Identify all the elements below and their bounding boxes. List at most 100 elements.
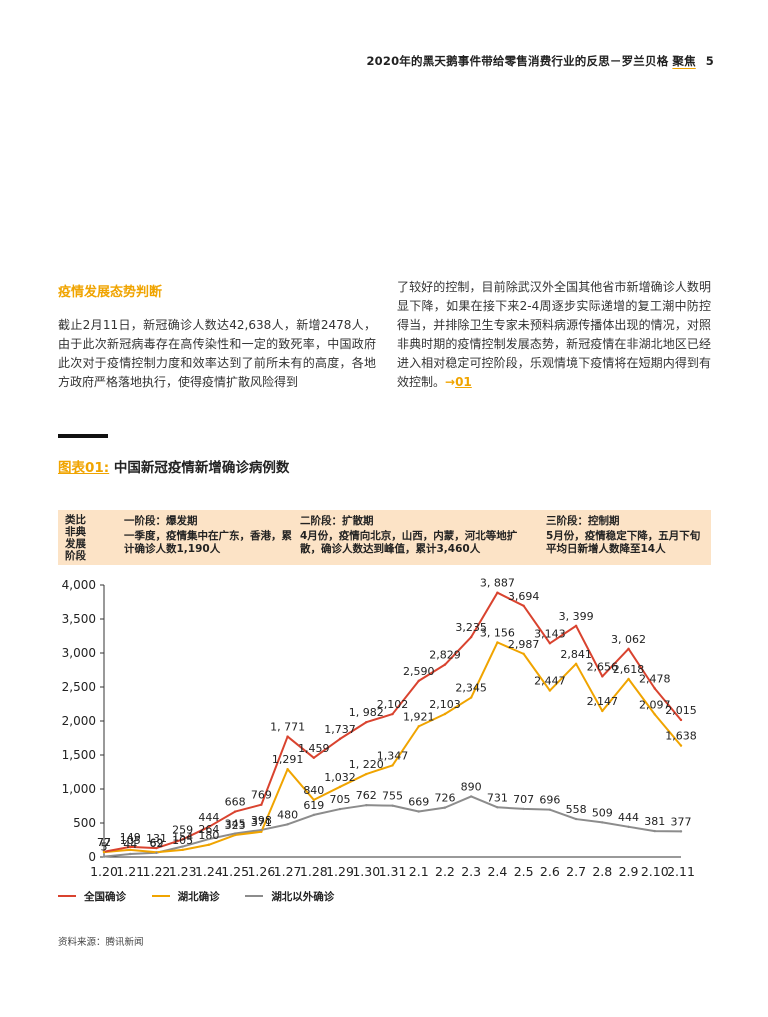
data-point bbox=[391, 712, 394, 716]
data-point bbox=[679, 830, 683, 833]
data-label: 2,829 bbox=[429, 649, 461, 662]
data-point bbox=[207, 825, 211, 829]
y-tick-label: 1,000 bbox=[62, 782, 96, 796]
data-point bbox=[469, 696, 473, 699]
data-point bbox=[653, 829, 656, 833]
data-label: 3,694 bbox=[508, 590, 540, 603]
data-point bbox=[496, 641, 499, 644]
data-label: 77 bbox=[97, 836, 111, 849]
data-point bbox=[129, 848, 132, 852]
figure-link[interactable]: →01 bbox=[445, 375, 472, 389]
data-point bbox=[522, 604, 525, 608]
data-label: 3,235 bbox=[455, 621, 487, 634]
legend-swatch-outside-hubei bbox=[245, 895, 264, 897]
data-label: 44 bbox=[123, 838, 137, 851]
data-point bbox=[548, 808, 552, 811]
source-note: 资料来源：腾讯新闻 bbox=[58, 937, 144, 948]
x-tick-label: 2.2 bbox=[435, 864, 455, 879]
stage-header: 类比非典发展阶段 bbox=[65, 514, 86, 562]
data-label: 105 bbox=[172, 834, 193, 847]
data-label: 72 bbox=[97, 836, 111, 849]
data-label: 1,737 bbox=[324, 723, 356, 736]
data-point bbox=[391, 764, 394, 767]
data-point bbox=[653, 687, 656, 690]
y-tick-label: 500 bbox=[73, 816, 96, 830]
data-point bbox=[338, 807, 342, 811]
data-point bbox=[469, 795, 473, 798]
y-tick-label: 4,000 bbox=[62, 578, 96, 592]
x-tick-label: 2.3 bbox=[461, 864, 481, 879]
data-label: 1, 771 bbox=[270, 721, 305, 734]
data-label: 149 bbox=[120, 831, 141, 844]
data-label: 3,143 bbox=[534, 627, 566, 640]
data-point bbox=[574, 817, 578, 821]
data-label: 2,478 bbox=[639, 672, 671, 685]
section-divider bbox=[58, 434, 108, 438]
body-text-right: 了较好的控制，目前除武汉外全国其他省市新增确诊人数明显下降，如果在接下来2-4周… bbox=[397, 278, 711, 392]
data-label: 323 bbox=[225, 819, 246, 832]
data-label: 345 bbox=[225, 818, 246, 831]
x-tick-label: 2.5 bbox=[514, 864, 534, 879]
stage-3-desc: 5月份，疫情稳定下降，五月下旬平均日新增人数降至14人 bbox=[546, 530, 701, 555]
data-label: 2,590 bbox=[403, 665, 435, 678]
data-label: 480 bbox=[277, 808, 298, 821]
x-tick-label: 2.11 bbox=[667, 864, 695, 879]
data-label: 381 bbox=[644, 815, 665, 828]
data-label: 1,921 bbox=[403, 710, 435, 723]
data-label: 731 bbox=[487, 791, 508, 804]
data-label: 131 bbox=[146, 832, 167, 845]
data-label: 3, 399 bbox=[559, 610, 594, 623]
stage-1: 一阶段：爆发期 一季度，疫情集中在广东，香港，累计确诊人数1,190人 bbox=[124, 515, 294, 556]
page-number: 5 bbox=[705, 54, 714, 68]
x-tick-label: 2.1 bbox=[409, 864, 429, 879]
x-tick-label: 2.8 bbox=[592, 864, 612, 879]
data-label: 619 bbox=[303, 799, 324, 812]
data-label: 2,656 bbox=[587, 660, 619, 673]
data-label: 755 bbox=[382, 790, 403, 803]
data-label: 371 bbox=[251, 816, 272, 829]
data-point bbox=[653, 713, 656, 716]
data-point bbox=[601, 709, 604, 713]
line-chart: 0 500 1,000 1,500 2,000 2,500 3,000 3,500 4,000 1… bbox=[62, 577, 697, 879]
data-point bbox=[417, 810, 420, 813]
stage-2-title: 二阶段：扩散期 bbox=[300, 515, 374, 527]
data-point bbox=[443, 712, 447, 716]
stage-1-desc: 一季度，疫情集中在广东，香港，累计确诊人数1,190人 bbox=[124, 530, 292, 555]
data-label: 1,347 bbox=[377, 749, 409, 762]
data-label: 769 bbox=[251, 789, 272, 802]
x-tick-label: 1.27 bbox=[274, 864, 302, 879]
data-point bbox=[207, 837, 211, 841]
x-tick-label: 2.6 bbox=[540, 864, 560, 879]
data-label: 264 bbox=[198, 823, 219, 836]
data-point bbox=[679, 744, 683, 747]
data-point bbox=[286, 823, 289, 826]
x-tick-label: 1.22 bbox=[143, 864, 171, 879]
stage-panel: 类比非典发展阶段 一阶段：爆发期 一季度，疫情集中在广东，香港，累计确诊人数1,… bbox=[58, 510, 711, 565]
data-label: 398 bbox=[251, 814, 272, 827]
x-tick-label: 1.28 bbox=[300, 864, 328, 879]
x-tick-label: 2.9 bbox=[619, 864, 639, 879]
data-label: 2,015 bbox=[665, 704, 697, 717]
x-tick-label: 1.24 bbox=[195, 864, 223, 879]
data-point bbox=[260, 830, 263, 833]
data-label: 668 bbox=[225, 796, 246, 809]
section-title: 疫情发展态势判断 bbox=[58, 285, 163, 300]
data-point bbox=[496, 591, 499, 594]
legend-item-national: 全国确诊 bbox=[58, 889, 126, 904]
stage-3: 三阶段：控制期 5月份，疫情稳定下降，五月下旬平均日新增人数降至14人 bbox=[546, 515, 706, 556]
y-tick-label: 2,000 bbox=[62, 714, 96, 728]
legend-swatch-national bbox=[58, 895, 76, 897]
stage-2: 二阶段：扩散期 4月份，疫情向北京，山西，内蒙，河北等地扩散，确诊人数达到峰值，… bbox=[300, 515, 518, 556]
legend-label-national: 全国确诊 bbox=[84, 890, 126, 903]
data-point bbox=[155, 846, 158, 850]
data-point bbox=[365, 721, 368, 724]
data-label: 444 bbox=[198, 811, 219, 824]
y-tick-label: 3,000 bbox=[62, 646, 96, 660]
legend-item-hubei: 湖北确诊 bbox=[151, 889, 220, 904]
data-point bbox=[627, 825, 630, 829]
data-point bbox=[417, 725, 420, 728]
data-label: 180 bbox=[198, 829, 219, 842]
data-label: 2,841 bbox=[560, 648, 592, 661]
data-label: 705 bbox=[330, 793, 351, 806]
data-point bbox=[286, 768, 289, 771]
